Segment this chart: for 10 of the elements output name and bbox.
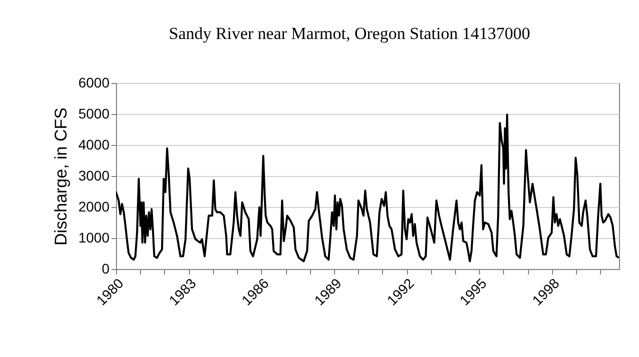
chart-title: Sandy River near Marmot, Oregon Station 14137000 [168,24,530,43]
y-axis-title: Discharge, in CFS [51,108,70,246]
y-tick-label: 5000 [78,106,110,122]
y-tick-label: 0 [102,260,110,276]
y-tick-label: 3000 [78,168,110,184]
line-series [116,114,619,262]
y-tick-label: 2000 [78,198,110,214]
y-tick-label: 4000 [78,136,110,152]
y-tick-label: 1000 [78,230,110,246]
y-tick-label: 6000 [78,74,110,90]
